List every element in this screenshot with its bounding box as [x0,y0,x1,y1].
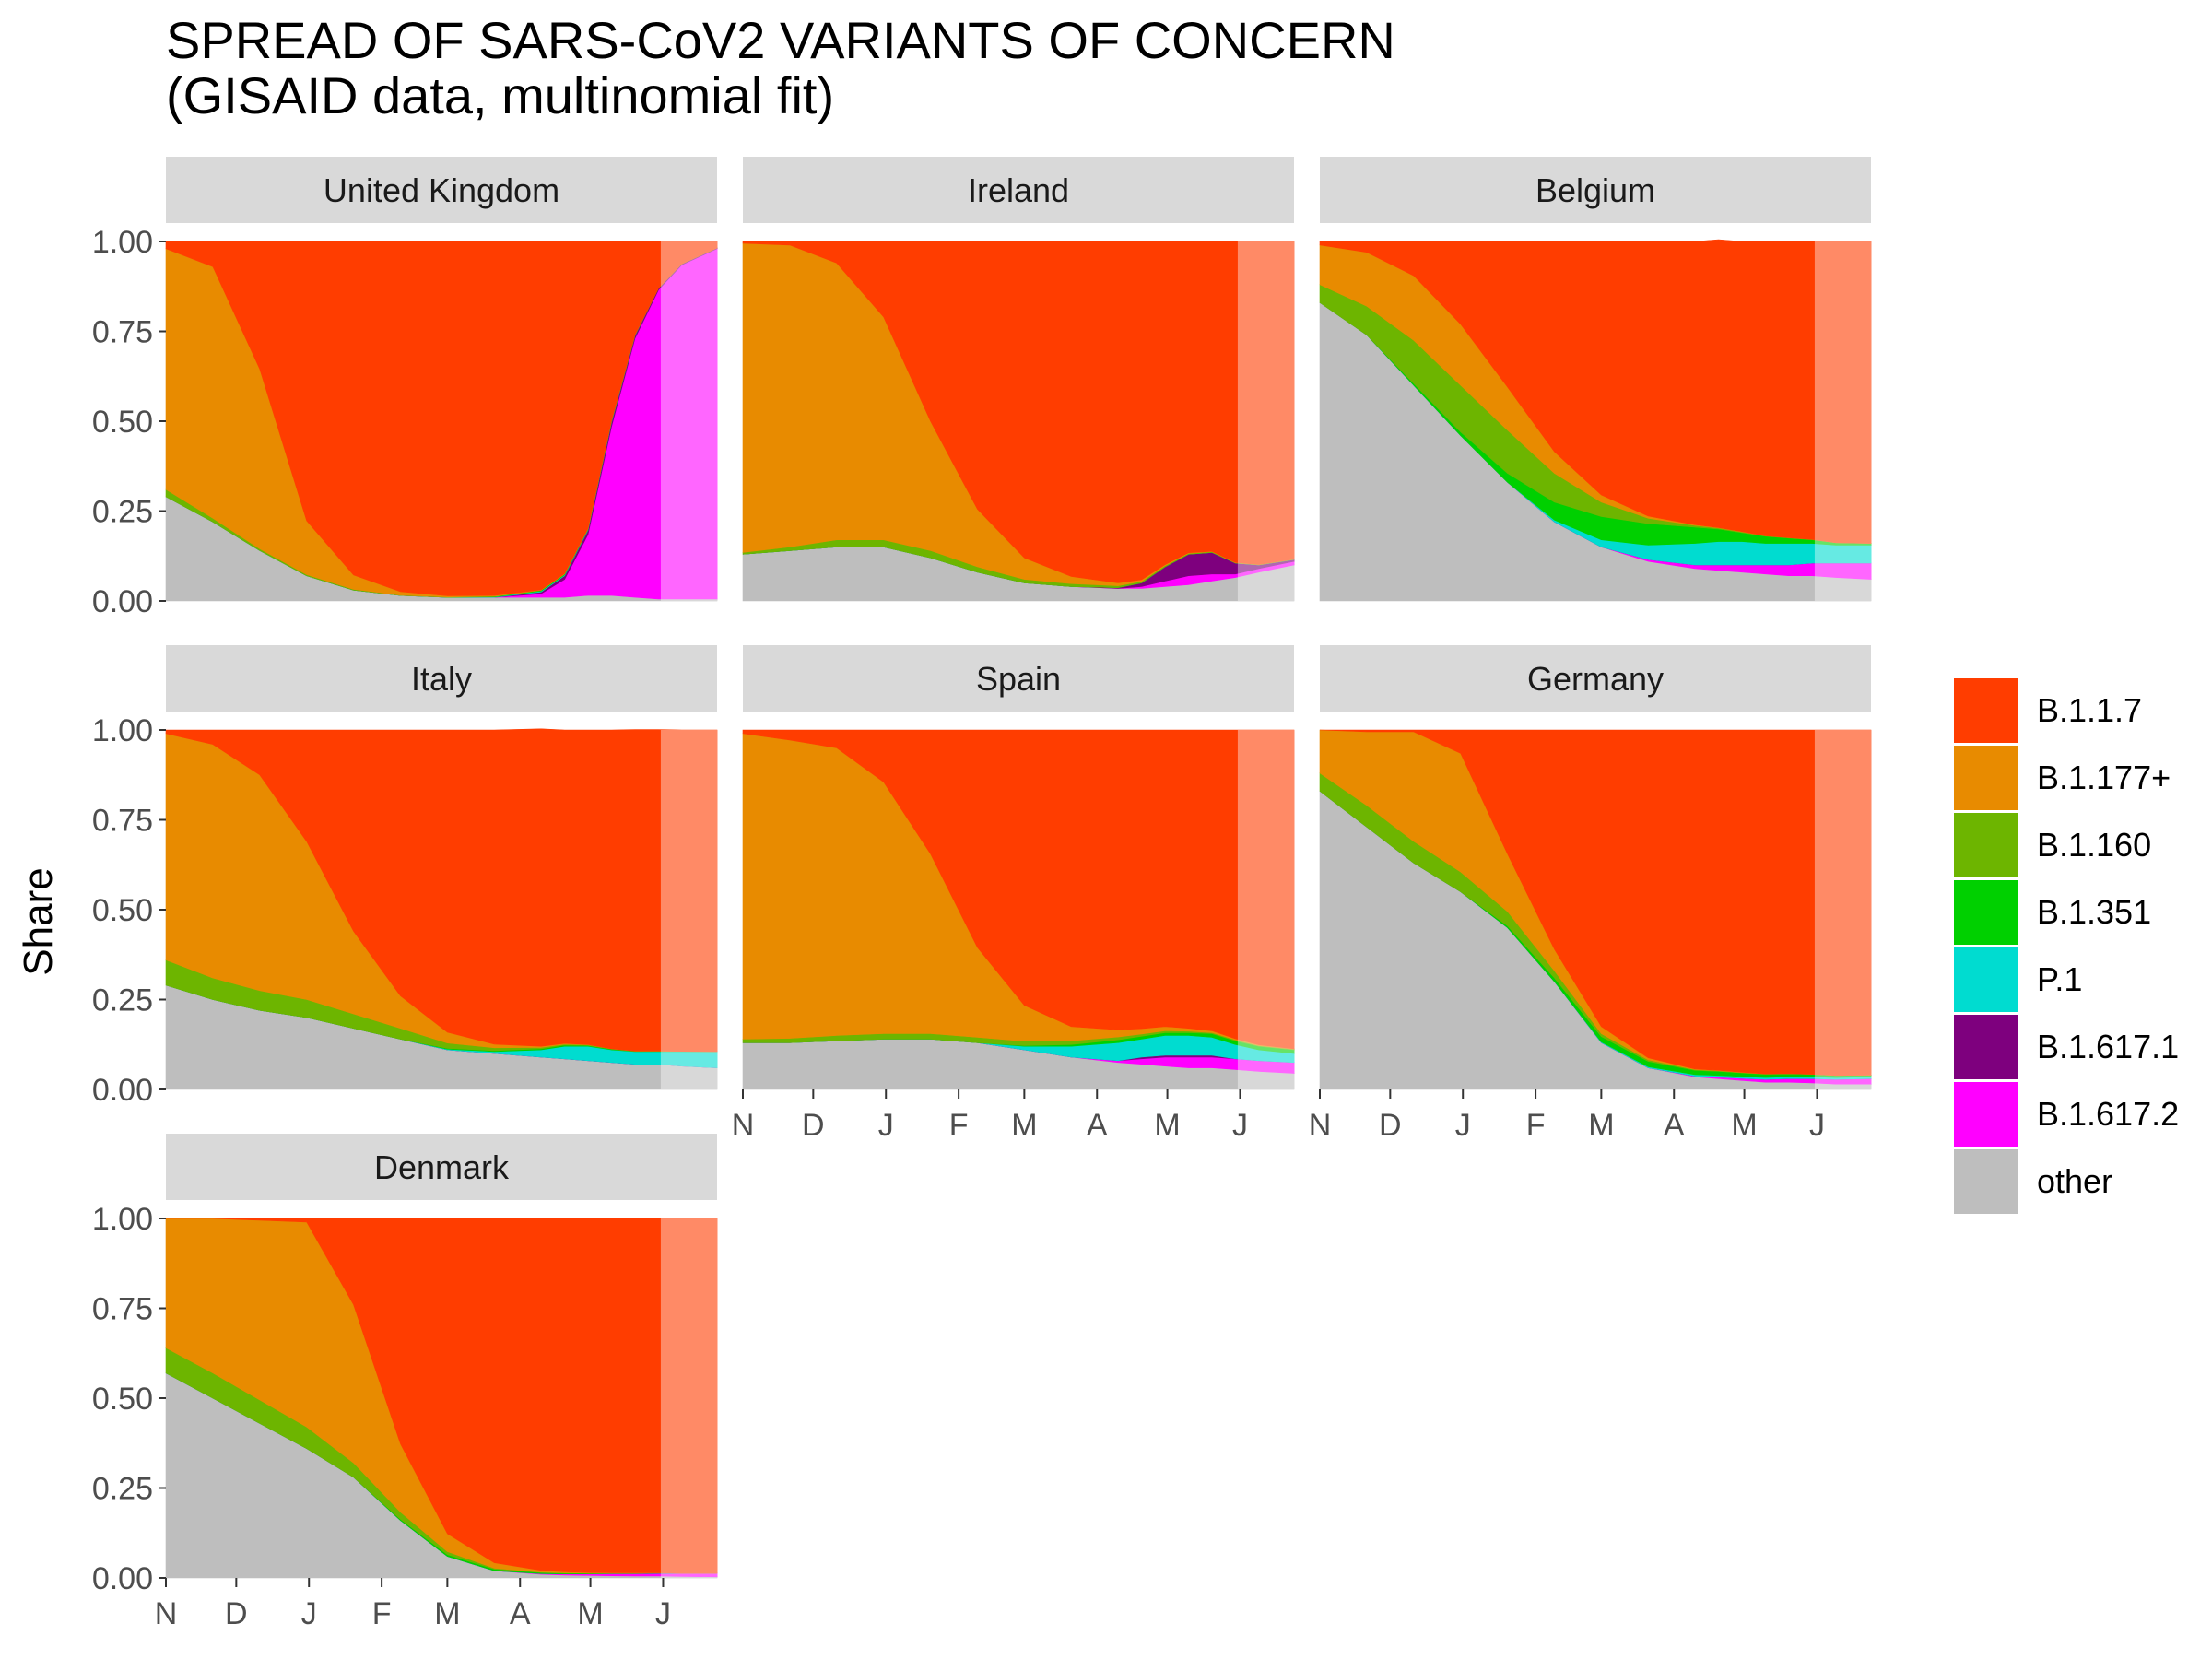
facet-strip-spain [743,645,1294,712]
y-tick-label-united-kingdom-4: 1.00 [92,225,153,260]
x-tick-label-germany-6: M [1731,1108,1757,1143]
x-tick-label-spain-4: M [1011,1108,1037,1143]
legend-label-b-1-617-2: B.1.617.2 [2037,1095,2179,1133]
legend-key-b-1-351 [1954,880,2018,945]
y-tick-label-denmark-4: 1.00 [92,1202,153,1237]
y-tick-label-italy-0: 0.00 [92,1073,153,1108]
facet-germany: Germany N D J F M A M J [1309,645,1872,1143]
facet-strip-ireland [743,157,1294,223]
x-tick-label-denmark-5: A [510,1596,531,1631]
y-tick-label-italy-4: 1.00 [92,713,153,748]
y-tick-label-united-kingdom-2: 0.50 [92,405,153,440]
x-tick-label-spain-5: A [1087,1108,1108,1143]
facet-denmark: Denmark 0.00 0.25 0.50 0.75 1.00 N D J F M A M J [92,1134,718,1631]
area-ireland-b-1-1-7 [742,241,1295,583]
area-united-kingdom-b-1-1-7 [165,241,718,596]
legend-label-b-1-1-7: B.1.1.7 [2037,691,2142,729]
y-tick-label-denmark-3: 0.75 [92,1292,153,1327]
facet-italy: Italy 0.00 0.25 0.50 0.75 1.00 [92,645,718,1108]
x-tick-label-denmark-4: M [434,1596,460,1631]
x-tick-label-denmark-2: J [301,1596,317,1631]
chart-title-line-1: SPREAD OF SARS-CoV2 VARIANTS OF CONCERN [166,11,1395,69]
y-tick-label-denmark-1: 0.25 [92,1472,153,1507]
facet-strip-united-kingdom [166,157,717,223]
legend-key-p-1 [1954,947,2018,1012]
x-tick-label-spain-7: J [1232,1108,1248,1143]
facet-strip-denmark [166,1134,717,1200]
facet-strip-germany [1320,645,1871,712]
x-tick-label-denmark-0: N [155,1596,178,1631]
legend-label-b-1-177: B.1.177+ [2037,759,2171,796]
x-tick-label-germany-4: M [1588,1108,1614,1143]
facet-strip-italy [166,645,717,712]
projection-overlay-denmark [660,1218,717,1578]
projection-overlay-united-kingdom [660,241,717,601]
projection-overlay-ireland [1237,241,1294,601]
legend-key-b-1-160 [1954,813,2018,877]
x-tick-label-spain-1: D [802,1108,825,1143]
chart-title-line-2: (GISAID data, multinomial fit) [166,66,835,124]
legend-key-b-1-617-2 [1954,1082,2018,1147]
x-tick-label-denmark-7: J [655,1596,671,1631]
x-tick-label-spain-2: J [878,1108,894,1143]
area-italy-b-1-1-7 [165,728,718,1053]
x-tick-label-germany-1: D [1379,1108,1402,1143]
x-tick-label-germany-2: J [1455,1108,1471,1143]
y-tick-label-italy-1: 0.25 [92,983,153,1018]
area-belgium-b-1-1-7 [1319,239,1872,544]
facets: United Kingdom 0.00 0.25 0.50 0.75 1.00 Irelan… [92,157,1872,1631]
x-tick-label-denmark-3: F [372,1596,392,1631]
x-tick-label-spain-6: M [1154,1108,1180,1143]
facet-strip-label-germany: Germany [1527,660,1664,698]
legend-label-b-1-617-1: B.1.617.1 [2037,1028,2179,1065]
legend-label-b-1-351: B.1.351 [2037,893,2151,931]
facet-strip-label-united-kingdom: United Kingdom [324,171,559,209]
x-tick-label-germany-7: J [1809,1108,1825,1143]
projection-overlay-germany [1814,730,1871,1089]
area-germany-b-1-1-7 [1319,729,1872,1077]
legend-label-b-1-160: B.1.160 [2037,826,2151,864]
facet-united-kingdom: United Kingdom 0.00 0.25 0.50 0.75 1.00 [92,157,718,619]
chart-title: SPREAD OF SARS-CoV2 VARIANTS OF CONCERN … [166,13,1395,124]
legend-label-other: other [2037,1162,2112,1200]
y-tick-label-denmark-0: 0.00 [92,1561,153,1596]
area-spain-b-1-1-7 [742,729,1295,1050]
x-tick-label-germany-0: N [1309,1108,1332,1143]
x-tick-label-germany-3: F [1526,1108,1546,1143]
projection-overlay-italy [660,730,717,1089]
legend-key-b-1-1-7 [1954,678,2018,743]
legend-key-b-1-617-1 [1954,1015,2018,1079]
x-tick-label-spain-3: F [949,1108,969,1143]
legend-key-b-1-177 [1954,746,2018,810]
facet-spain: Spain N D J F M A M J [732,645,1295,1143]
legend: B.1.1.7 B.1.177+ B.1.160 B.1.351 P.1 B.1.617.… [1954,678,2179,1214]
y-tick-label-united-kingdom-1: 0.25 [92,495,153,530]
facet-ireland: Ireland [742,157,1295,602]
facet-strip-label-ireland: Ireland [968,171,1069,209]
x-tick-label-germany-5: A [1664,1108,1685,1143]
facet-belgium: Belgium [1319,157,1872,602]
facet-strip-label-belgium: Belgium [1535,171,1655,209]
facet-strip-label-italy: Italy [411,660,472,698]
y-tick-label-united-kingdom-0: 0.00 [92,584,153,619]
y-tick-label-italy-2: 0.50 [92,893,153,928]
projection-overlay-spain [1237,730,1294,1089]
x-tick-label-spain-0: N [732,1108,755,1143]
legend-key-other [1954,1149,2018,1214]
y-tick-label-italy-3: 0.75 [92,804,153,839]
area-denmark-b-1-1-7 [166,1218,718,1574]
facet-strip-label-spain: Spain [976,660,1061,698]
y-tick-label-denmark-2: 0.50 [92,1382,153,1417]
x-tick-label-denmark-1: D [225,1596,248,1631]
y-axis-title: Share [16,867,61,975]
facet-strip-label-denmark: Denmark [374,1148,510,1186]
facet-strip-belgium [1320,157,1871,223]
projection-overlay-belgium [1814,241,1871,601]
y-tick-label-united-kingdom-3: 0.75 [92,315,153,350]
legend-label-p-1: P.1 [2037,960,2082,998]
x-tick-label-denmark-6: M [577,1596,603,1631]
